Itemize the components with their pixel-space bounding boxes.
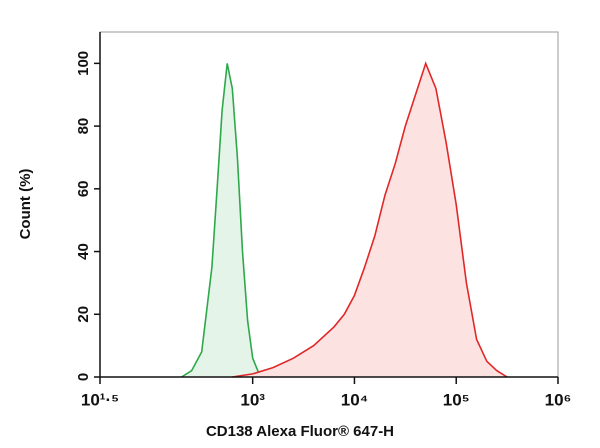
histogram-line xyxy=(232,61,508,378)
y-axis-label: Count (%) xyxy=(17,169,34,240)
y-tick-label: 40 xyxy=(75,243,92,260)
y-tick-label: 80 xyxy=(75,118,92,135)
x-axis-label: CD138 Alexa Fluor® 647-H xyxy=(206,423,394,440)
y-tick-label: 60 xyxy=(75,180,92,197)
y-tick-label: 0 xyxy=(75,373,92,381)
x-tick-label: 10⁶ xyxy=(545,390,572,409)
plot-frame xyxy=(99,31,559,378)
x-tick-label: 10⁵ xyxy=(443,390,470,409)
y-tick-label: 20 xyxy=(75,306,92,323)
x-tick-label: 10¹·⁵ xyxy=(81,390,119,409)
x-tick-label: 10⁴ xyxy=(341,390,368,409)
y-tick-label: 100 xyxy=(75,51,92,76)
x-tick-label: 10³ xyxy=(240,390,265,409)
area-fill xyxy=(232,63,508,378)
area-fill xyxy=(181,63,263,378)
histogram-line xyxy=(181,63,264,378)
